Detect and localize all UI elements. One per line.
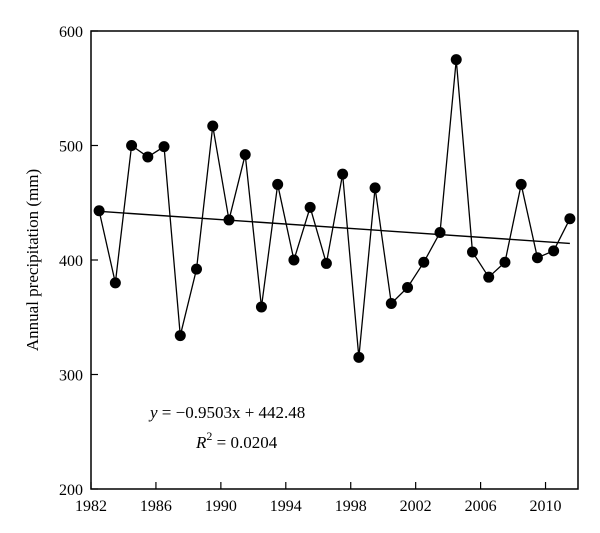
axis-ticks xyxy=(90,30,547,490)
data-point xyxy=(434,227,446,239)
data-point xyxy=(288,254,300,266)
data-point xyxy=(337,168,349,180)
y-tick-label: 200 xyxy=(59,482,83,499)
data-point xyxy=(255,301,267,313)
axis-tick-labels: 1982 1986 1990 1994 1998 2002 2006 2010 200 300 40… xyxy=(59,24,562,515)
data-point xyxy=(93,205,105,217)
data-point xyxy=(191,263,203,275)
r-squared: R2 = 0.0204 xyxy=(195,429,278,452)
data-point xyxy=(402,281,414,293)
y-tick-label: 300 xyxy=(59,368,83,385)
r2-superscript: 2 xyxy=(206,429,212,443)
data-point xyxy=(174,330,186,342)
data-point xyxy=(450,54,462,66)
data-point xyxy=(207,120,219,132)
data-point xyxy=(142,151,154,163)
y-axis-title: Annual precipitation (mm) xyxy=(23,169,42,351)
data-point xyxy=(515,178,527,190)
x-tick-label: 2002 xyxy=(400,498,432,515)
data-points xyxy=(93,54,576,363)
regression-equation: y = −0.9503x + 442.48 xyxy=(148,403,305,422)
x-tick-label: 1990 xyxy=(205,498,237,515)
data-point xyxy=(369,182,381,194)
data-point xyxy=(272,178,284,190)
data-point xyxy=(418,256,430,268)
y-tick-label: 500 xyxy=(59,139,83,156)
data-point xyxy=(158,141,170,153)
data-point xyxy=(564,213,576,225)
data-point xyxy=(385,298,397,310)
equation-body: = −0.9503x + 442.48 xyxy=(158,403,306,422)
data-point xyxy=(304,201,316,213)
trend-line xyxy=(99,210,570,245)
series-line xyxy=(98,59,571,358)
x-tick-label: 1986 xyxy=(140,498,172,515)
x-tick-label: 1998 xyxy=(335,498,367,515)
data-point xyxy=(531,252,543,264)
data-point xyxy=(353,351,365,363)
data-point xyxy=(320,257,332,269)
data-point xyxy=(239,149,251,161)
x-tick-label: 1982 xyxy=(75,498,107,515)
equation-prefix: y xyxy=(148,403,158,422)
y-tick-label: 400 xyxy=(59,253,83,270)
data-point xyxy=(499,256,511,268)
data-point xyxy=(109,277,121,289)
data-point xyxy=(126,140,138,151)
data-point xyxy=(483,271,495,283)
r2-body: = 0.0204 xyxy=(212,433,277,452)
y-tick-label: 600 xyxy=(59,24,83,41)
x-tick-label: 1994 xyxy=(270,498,302,515)
x-tick-label: 2010 xyxy=(530,498,562,515)
data-point xyxy=(548,245,560,257)
r2-prefix: R xyxy=(195,433,207,452)
data-point xyxy=(466,246,478,258)
data-point xyxy=(223,214,235,226)
x-tick-label: 2006 xyxy=(465,498,497,515)
